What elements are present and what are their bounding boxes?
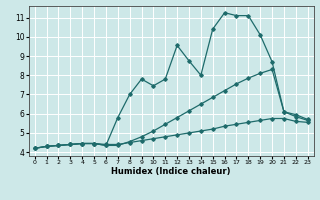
X-axis label: Humidex (Indice chaleur): Humidex (Indice chaleur) — [111, 167, 231, 176]
